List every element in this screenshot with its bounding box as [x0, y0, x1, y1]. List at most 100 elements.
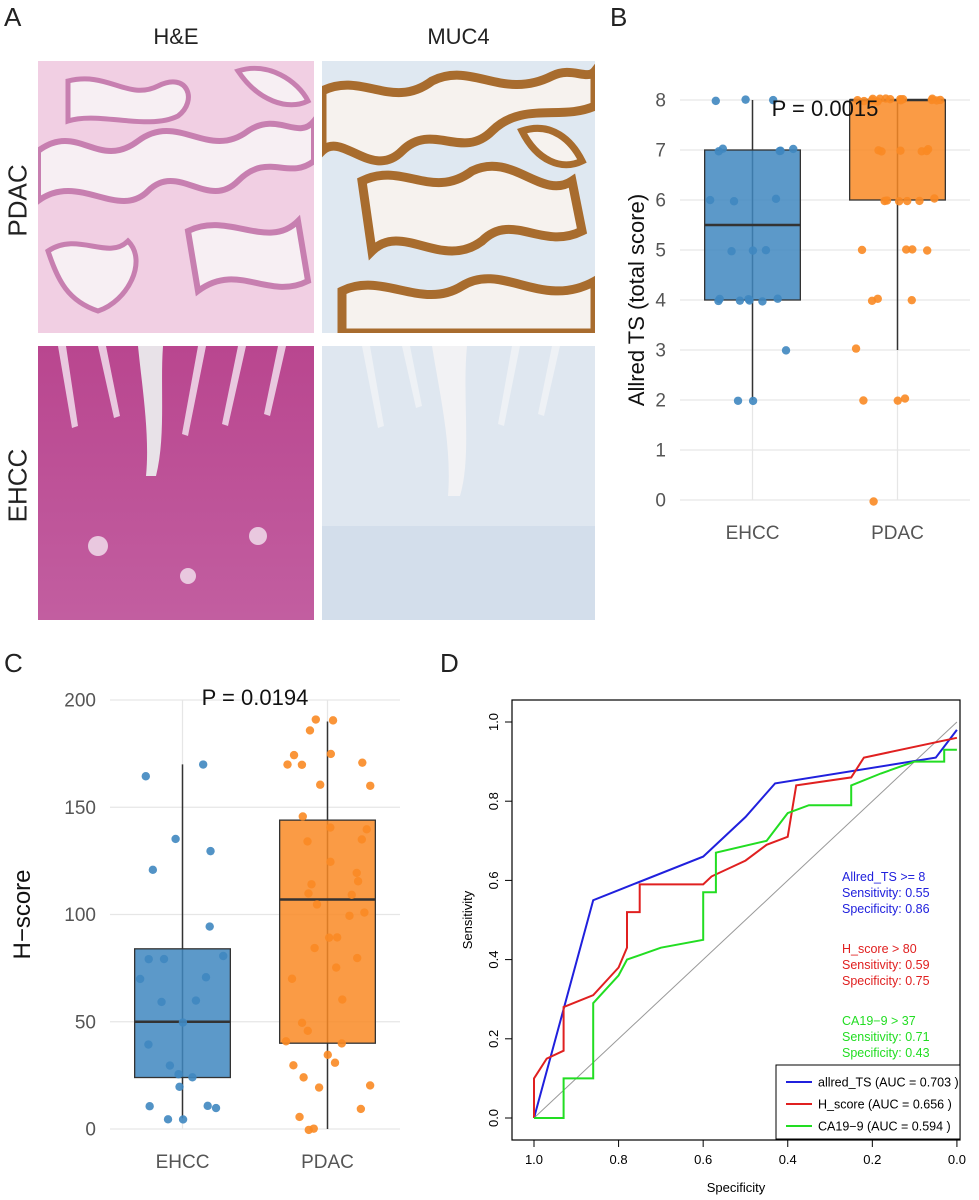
data-point	[311, 715, 321, 724]
data-point	[304, 889, 313, 898]
data-point	[303, 837, 312, 846]
data-point	[896, 94, 905, 104]
muc4-pdac-image	[322, 61, 595, 333]
data-point	[328, 716, 338, 725]
data-point	[365, 1081, 375, 1090]
x-tick-label: 0.4	[779, 1152, 797, 1167]
annotation-text: Sensitivity: 0.71	[842, 1030, 930, 1044]
y-tick-label: 6	[655, 191, 666, 212]
data-point	[873, 294, 882, 303]
y-tick-label: 0.2	[486, 1030, 501, 1048]
data-point	[758, 297, 767, 306]
data-point	[178, 1115, 188, 1124]
y-axis-label: Allred TS (total score)	[624, 194, 649, 406]
data-point	[314, 1083, 324, 1092]
data-point	[175, 1082, 184, 1092]
data-point	[729, 197, 739, 206]
he-ehcc-image	[38, 346, 314, 620]
data-point	[741, 95, 750, 104]
data-point	[304, 1125, 313, 1135]
data-point	[332, 933, 342, 942]
data-point	[297, 1018, 307, 1027]
annotation-text: Sensitivity: 0.55	[842, 886, 930, 900]
data-point	[711, 96, 721, 106]
panel-d-roc: 1.0 0.8 0.6 0.4 0.2 0.0 0.0 0.2 0.4 0.6 0.8 1.0 Spec…	[460, 699, 966, 1195]
data-point	[851, 344, 861, 353]
data-point	[735, 296, 745, 305]
data-point	[298, 812, 307, 821]
x-tick-label: PDAC	[301, 1152, 354, 1173]
data-point	[366, 781, 375, 790]
data-point	[338, 995, 347, 1004]
annotation-text: Specificity: 0.86	[842, 902, 930, 916]
data-point	[773, 294, 782, 303]
data-point	[917, 147, 926, 156]
data-point	[191, 996, 201, 1005]
data-point	[203, 1101, 212, 1111]
data-point	[326, 749, 336, 759]
data-point	[324, 933, 334, 942]
data-point	[360, 908, 369, 917]
y-tick-label: 100	[64, 905, 96, 926]
data-point	[323, 1050, 332, 1060]
data-point	[748, 396, 758, 406]
data-point	[305, 726, 315, 735]
data-point	[201, 973, 211, 982]
data-point	[171, 834, 180, 844]
legend-label: H_score (AUC = 0.656 )	[818, 1098, 952, 1112]
data-point	[295, 1112, 304, 1122]
y-tick-label: 7	[655, 141, 666, 162]
data-point	[163, 1115, 173, 1124]
data-point	[768, 95, 778, 105]
data-point	[357, 835, 367, 844]
data-point	[345, 911, 354, 920]
data-point	[902, 196, 912, 206]
data-point	[902, 245, 911, 254]
data-point	[287, 974, 297, 983]
data-point	[356, 1104, 366, 1114]
plot-frame	[511, 699, 961, 1141]
data-point	[761, 245, 771, 255]
data-point	[148, 865, 158, 875]
y-tick-label: 3	[655, 341, 666, 362]
data-point	[853, 95, 862, 105]
data-point	[880, 196, 889, 206]
annotation-text: Specificity: 0.75	[842, 974, 930, 988]
data-point	[352, 868, 361, 878]
col-title-muc4: MUC4	[427, 24, 490, 49]
y-tick-label: 200	[64, 691, 96, 712]
data-point	[358, 758, 367, 767]
data-point	[281, 1037, 291, 1046]
data-point	[908, 245, 917, 254]
x-tick-label: 0.0	[948, 1152, 966, 1167]
y-axis-label: Sensitivity	[460, 890, 475, 949]
data-point	[144, 1040, 153, 1049]
data-point	[896, 146, 905, 155]
data-point	[205, 922, 214, 931]
data-point	[332, 963, 341, 972]
data-point	[874, 146, 883, 155]
data-point	[337, 1039, 346, 1048]
data-point	[733, 396, 743, 405]
col-title-he: H&E	[153, 24, 199, 49]
data-point	[307, 880, 316, 889]
data-point	[174, 1070, 183, 1079]
data-point	[178, 1018, 188, 1027]
data-point	[900, 394, 910, 403]
data-point	[859, 396, 868, 405]
x-tick-label: 0.8	[610, 1152, 628, 1167]
y-axis-label: H−score	[9, 869, 36, 959]
data-point	[771, 194, 781, 203]
data-point	[310, 943, 319, 953]
chart-title: P = 0.0015	[772, 96, 879, 121]
data-point	[299, 1073, 308, 1082]
y-tick-label: 1	[655, 441, 666, 462]
data-point	[857, 245, 867, 255]
data-point	[159, 954, 169, 964]
y-tick-label: 150	[64, 798, 96, 819]
y-tick-label: 0	[655, 491, 666, 512]
y-tick-label: 0.4	[486, 951, 501, 969]
data-point	[705, 195, 715, 205]
x-tick-label: 0.2	[863, 1152, 881, 1167]
data-point	[930, 194, 939, 203]
